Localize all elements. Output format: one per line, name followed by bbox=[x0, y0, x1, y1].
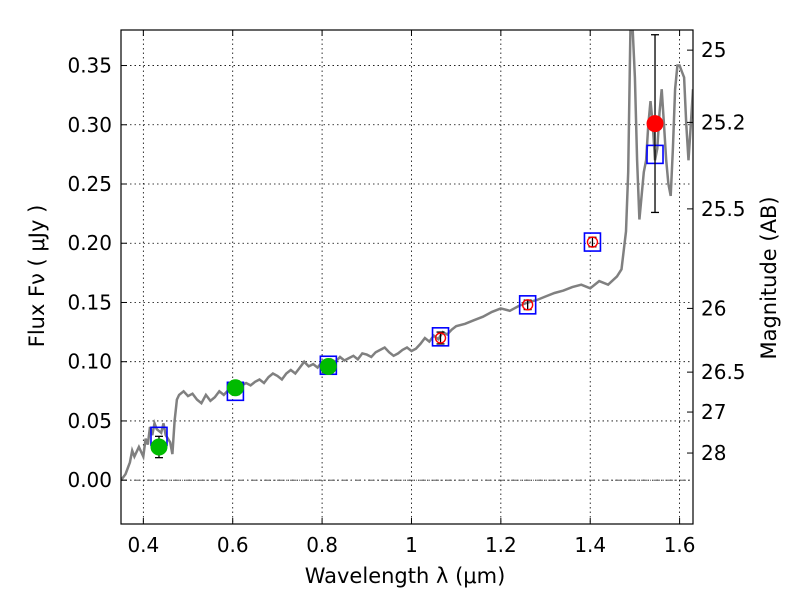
model-sed-line bbox=[121, 30, 693, 481]
y-tick-label: 0.05 bbox=[67, 409, 112, 433]
x-tick-label: 1.2 bbox=[485, 533, 517, 557]
x-tick-label: 0.8 bbox=[306, 533, 338, 557]
series bbox=[121, 30, 693, 481]
y2-tick-label: 25 bbox=[701, 38, 726, 62]
y2-tick-label: 26 bbox=[701, 296, 726, 320]
y-tick-label: 0.20 bbox=[67, 231, 112, 255]
y2-tick-label: 27 bbox=[701, 400, 726, 424]
y-axis-label: Flux Fν ( μJy ) bbox=[25, 205, 49, 348]
observed-point bbox=[646, 115, 664, 133]
plot-frame bbox=[120, 29, 694, 525]
y-tick-label: 0.25 bbox=[67, 172, 112, 196]
y2-axis-label: Magnitude (AB) bbox=[757, 196, 781, 359]
x-axis-label: Wavelength λ (μm) bbox=[305, 564, 506, 588]
observed-point-open bbox=[434, 332, 447, 344]
ticks: 0.4 0.6 0.8 1 1.2 1.4 1.6 0.00 0.05 0.10 0.15 0.20 0… bbox=[67, 30, 746, 557]
model-photometry-square bbox=[431, 327, 450, 347]
x-tick-label: 0.6 bbox=[217, 533, 249, 557]
model-photometry-square bbox=[518, 295, 537, 315]
grid bbox=[121, 30, 693, 524]
x-tick-label: 1.4 bbox=[574, 533, 606, 557]
y2-tick-label: 28 bbox=[701, 441, 726, 465]
observed-point-open bbox=[521, 299, 534, 311]
x-tick-label: 1 bbox=[405, 533, 418, 557]
y-tick-label: 0.00 bbox=[67, 468, 112, 492]
observed-point bbox=[150, 438, 168, 456]
observed-point bbox=[319, 357, 337, 375]
y2-tick-label: 25.5 bbox=[701, 197, 746, 221]
x-tick-label: 1.6 bbox=[664, 533, 696, 557]
y-tick-label: 0.10 bbox=[67, 350, 112, 374]
x-tick-label: 0.4 bbox=[127, 533, 159, 557]
observed-point-open bbox=[586, 236, 599, 248]
y-tick-label: 0.15 bbox=[67, 290, 112, 314]
y-tick-label: 0.30 bbox=[67, 113, 112, 137]
model-photometry-square bbox=[583, 232, 602, 252]
observed-point bbox=[226, 379, 244, 397]
y2-tick-label: 26.5 bbox=[701, 360, 746, 384]
y2-tick-label: 25.2 bbox=[701, 110, 746, 134]
y-tick-label: 0.35 bbox=[67, 54, 112, 78]
